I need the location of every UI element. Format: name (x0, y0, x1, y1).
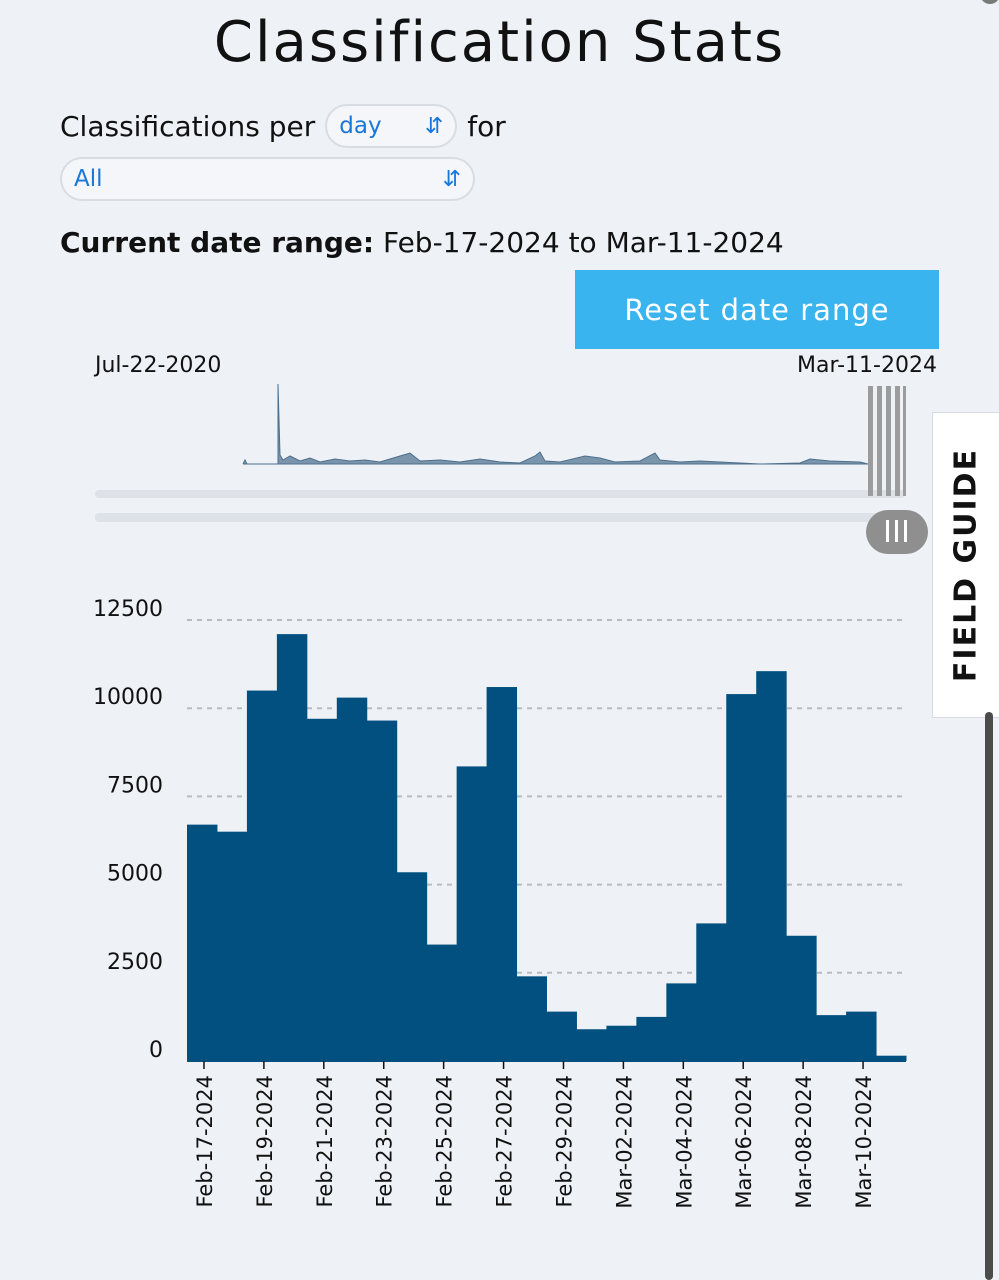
bar (336, 697, 368, 1061)
bar (306, 718, 338, 1061)
bar (187, 824, 218, 1061)
bar (876, 1055, 907, 1061)
date-range: Current date range: Feb-17-2024 to Mar-1… (60, 226, 784, 259)
x-tick-label: Feb-29-2024 (552, 1075, 576, 1208)
brush-timeline (95, 383, 928, 554)
x-tick-label: Feb-21-2024 (313, 1075, 337, 1208)
y-tick-label: 5000 (107, 862, 163, 887)
date-range-label: Current date range: (60, 226, 375, 259)
workflow-select[interactable]: All ⇵ (60, 157, 475, 201)
bar (786, 935, 817, 1061)
period-row: Classifications per day ⇵ for (60, 104, 506, 148)
x-tick-label: Feb-25-2024 (433, 1075, 457, 1208)
date-range-value: Feb-17-2024 to Mar-11-2024 (383, 226, 784, 259)
bar (516, 976, 547, 1061)
bar (396, 872, 428, 1061)
bar (246, 690, 278, 1061)
scrollbar[interactable] (985, 712, 993, 1280)
y-tick-label: 10000 (93, 685, 163, 710)
brush-end-label: Mar-11-2024 (797, 353, 937, 378)
x-axis: Feb-17-2024 Feb-19-2024 Feb-21-2024 Feb-23-… (193, 1061, 876, 1209)
field-guide-label: FIELD GUIDE (948, 447, 984, 683)
bar (456, 766, 488, 1061)
bar (726, 694, 757, 1061)
y-tick-label: 0 (149, 1038, 163, 1063)
brush-handle[interactable] (866, 510, 928, 554)
brush-start-label: Jul-22-2020 (95, 353, 222, 378)
brush-track-bottom (95, 513, 905, 522)
x-tick-label: Mar-04-2024 (672, 1075, 696, 1209)
bar (216, 831, 248, 1061)
bar (366, 720, 398, 1061)
brush-selection[interactable] (868, 386, 906, 496)
y-axis: 12500 10000 7500 5000 2500 0 (93, 597, 163, 1063)
period-select-value: day (339, 113, 382, 139)
brush-sparkline (242, 383, 869, 465)
bar (486, 687, 518, 1061)
chevron-updown-icon: ⇵ (442, 166, 461, 192)
bar (846, 1011, 877, 1061)
bar (666, 983, 697, 1061)
brush-bar (895, 386, 900, 496)
brush-bar (868, 386, 873, 496)
period-select[interactable]: day ⇵ (325, 104, 458, 148)
bar (606, 1025, 637, 1061)
scroll-edge (980, 0, 999, 4)
x-tick-label: Feb-27-2024 (493, 1075, 517, 1208)
bar (546, 1011, 577, 1061)
x-tick-label: Mar-08-2024 (792, 1075, 816, 1209)
y-tick-label: 2500 (107, 950, 163, 975)
bar (756, 671, 787, 1061)
page-title: Classification Stats (213, 10, 786, 75)
bar (576, 1029, 607, 1061)
x-tick-label: Mar-10-2024 (852, 1075, 876, 1209)
bar (276, 634, 308, 1061)
y-tick-label: 7500 (107, 773, 163, 798)
field-guide-tab[interactable]: FIELD GUIDE (932, 412, 999, 718)
bars (187, 634, 907, 1062)
brush-bar (886, 386, 891, 496)
brush-bar (903, 386, 906, 496)
reset-date-range-button[interactable]: Reset date range (575, 270, 939, 349)
x-tick-label: Feb-17-2024 (193, 1075, 217, 1208)
x-tick-label: Mar-02-2024 (612, 1075, 636, 1209)
x-tick-label: Mar-06-2024 (732, 1075, 756, 1209)
workflow-select-value: All (74, 166, 103, 192)
chevron-updown-icon: ⇵ (424, 113, 444, 139)
for-label: for (467, 109, 506, 143)
bar (426, 944, 458, 1061)
x-tick-label: Feb-23-2024 (373, 1075, 397, 1208)
per-label: Classifications per (60, 109, 316, 143)
bar (636, 1016, 667, 1061)
x-tick-label: Feb-19-2024 (253, 1075, 277, 1208)
y-tick-label: 12500 (93, 597, 163, 622)
brush-track-top (95, 490, 905, 498)
bar (696, 923, 727, 1061)
bar (816, 1015, 847, 1061)
brush-bar (877, 386, 882, 496)
